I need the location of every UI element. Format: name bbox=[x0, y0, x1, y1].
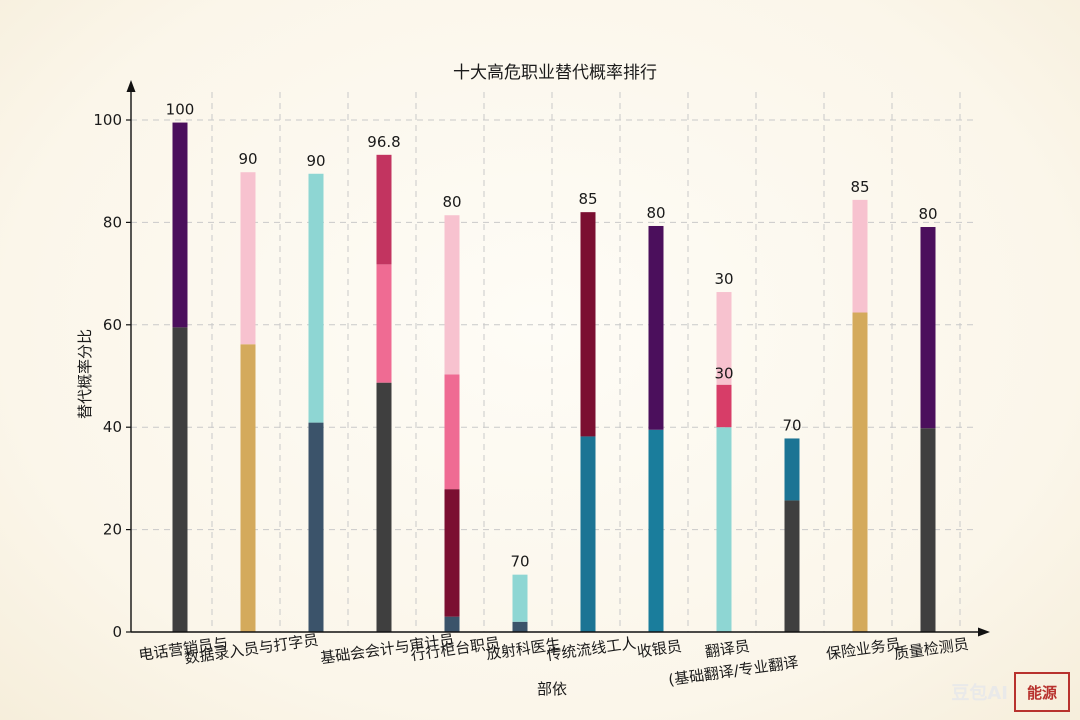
bar-segment bbox=[716, 292, 732, 385]
chart-title: 十大高危职业替代概率排行 bbox=[453, 63, 657, 83]
bar-segment bbox=[240, 172, 256, 345]
bar-segment bbox=[444, 215, 460, 375]
bar-segment bbox=[376, 154, 392, 265]
axes-layer bbox=[126, 80, 990, 637]
y-ticks-layer: 0 20 40 60 80 100 bbox=[93, 111, 131, 641]
y-tick-label: 20 bbox=[103, 521, 122, 539]
bar-segment bbox=[852, 199, 868, 313]
category-label: 质量检测员 bbox=[893, 635, 970, 663]
category-label: 翻译员 bbox=[704, 637, 751, 661]
bar-segment bbox=[784, 438, 800, 501]
bar-value-label: 100 bbox=[166, 101, 195, 119]
y-axis-arrow bbox=[126, 80, 136, 92]
bar-segment bbox=[852, 312, 868, 632]
bars-layer bbox=[172, 122, 936, 632]
watermark-stamp: 能源 bbox=[1014, 672, 1070, 712]
bar-segment bbox=[716, 384, 732, 428]
bar-segment bbox=[172, 122, 188, 328]
category-label-line2: (基础翻译/专业翻译 bbox=[667, 653, 799, 689]
watermark-text: 豆包AI bbox=[951, 683, 1008, 704]
watermark: 豆包AI 能源 bbox=[951, 672, 1070, 712]
bar-value-label: 80 bbox=[646, 204, 665, 222]
bar-value-label: 90 bbox=[238, 150, 257, 168]
bar-segment bbox=[784, 500, 800, 632]
bar-segment bbox=[716, 427, 732, 632]
bar-segment bbox=[920, 227, 936, 429]
bar-segment bbox=[580, 436, 596, 632]
y-tick-label: 100 bbox=[93, 111, 122, 129]
bar-value-label: 80 bbox=[442, 193, 461, 211]
bar-segment bbox=[648, 429, 664, 632]
bar-segment bbox=[512, 574, 528, 622]
x-axis-arrow bbox=[978, 627, 990, 637]
bar-value-label: 96.8 bbox=[367, 133, 400, 151]
y-tick-label: 0 bbox=[112, 623, 122, 641]
bar-value-label: 85 bbox=[578, 190, 597, 208]
bar-value-label: 70 bbox=[510, 553, 529, 571]
bar-value-label: 30 bbox=[714, 270, 733, 288]
bar-segment bbox=[648, 225, 664, 430]
bar-segment bbox=[512, 621, 528, 632]
x-axis-label: 部依 bbox=[537, 680, 567, 698]
bar-segment bbox=[444, 616, 460, 632]
y-tick-label: 40 bbox=[103, 418, 122, 436]
bar-segment bbox=[376, 264, 392, 383]
data-labels-layer: 100 90 90 96.8 80 70 85 80 30 30 70 85 80 bbox=[166, 101, 938, 571]
y-tick-label: 80 bbox=[103, 213, 122, 231]
grid-layer bbox=[131, 92, 976, 632]
bar-segment bbox=[308, 173, 324, 423]
bar-inner-label: 30 bbox=[714, 365, 733, 383]
category-label: 收银员 bbox=[636, 637, 683, 661]
bar-segment bbox=[920, 428, 936, 632]
bar-segment bbox=[580, 212, 596, 437]
bar-value-label: 80 bbox=[918, 205, 937, 223]
bar-segment bbox=[172, 327, 188, 632]
bar-segment bbox=[376, 382, 392, 632]
category-label: 保险业务员 bbox=[825, 635, 902, 663]
bar-segment bbox=[240, 344, 256, 632]
y-axis-label: 替代概率分比 bbox=[76, 329, 94, 419]
bar-segment bbox=[308, 422, 324, 632]
bar-segment bbox=[444, 374, 460, 490]
bar-value-label: 90 bbox=[306, 152, 325, 170]
bar-value-label: 85 bbox=[850, 178, 869, 196]
y-tick-label: 60 bbox=[103, 316, 122, 334]
bar-value-label: 70 bbox=[782, 416, 801, 434]
bar-segment bbox=[444, 489, 460, 617]
